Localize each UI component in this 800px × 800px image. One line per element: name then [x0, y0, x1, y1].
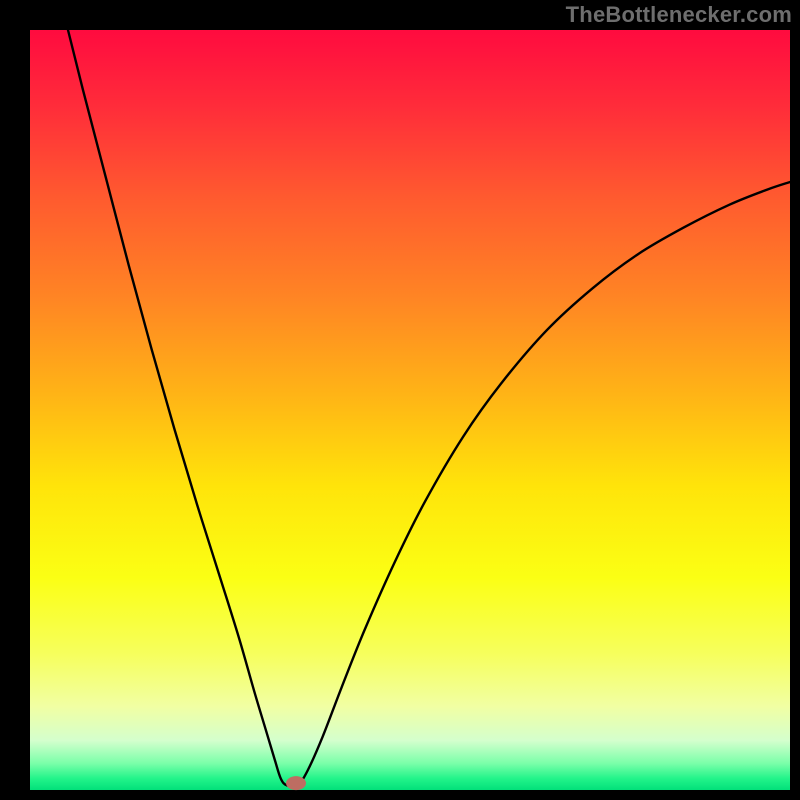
chart-frame: { "canvas": { "width": 800, "height": 80… — [0, 0, 800, 800]
gradient-background — [30, 30, 790, 790]
chart-svg — [0, 0, 800, 800]
optimal-marker — [286, 776, 306, 790]
